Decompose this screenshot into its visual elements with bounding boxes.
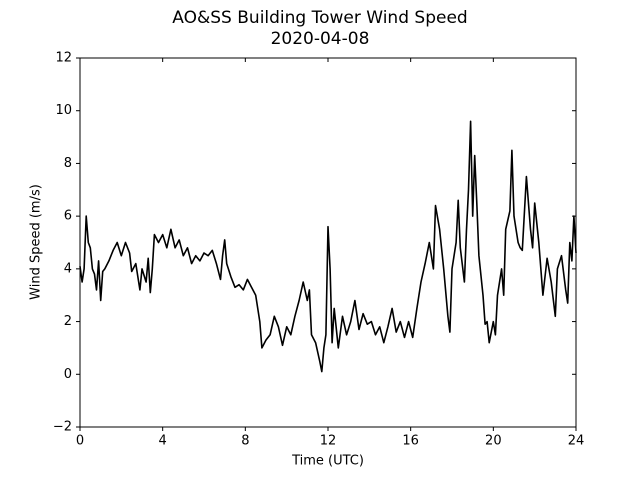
x-tick-label: 12	[320, 434, 337, 449]
y-tick-label: 4	[64, 261, 72, 276]
y-tick-label: −2	[53, 420, 72, 435]
y-tick-label: 12	[55, 51, 72, 66]
y-tick-label: 8	[64, 156, 72, 171]
x-tick-label: 16	[402, 434, 419, 449]
chart-title: AO&SS Building Tower Wind Speed	[172, 8, 467, 28]
x-tick-label: 8	[241, 434, 249, 449]
x-tick-label: 20	[485, 434, 502, 449]
y-axis-label: Wind Speed (m/s)	[29, 184, 44, 300]
chart-subtitle: 2020-04-08	[271, 29, 370, 49]
plot-frame	[79, 57, 577, 428]
x-tick-label: 24	[568, 434, 585, 449]
x-axis-label: Time (UTC)	[291, 454, 364, 469]
data-line	[79, 120, 577, 373]
x-tick-label: 4	[159, 434, 167, 449]
y-tick-label: 0	[64, 367, 72, 382]
y-tick-label: 10	[55, 103, 72, 118]
y-tick-label: 6	[64, 209, 72, 224]
x-tick-label: 0	[76, 434, 84, 449]
y-tick-label: 2	[64, 314, 72, 329]
